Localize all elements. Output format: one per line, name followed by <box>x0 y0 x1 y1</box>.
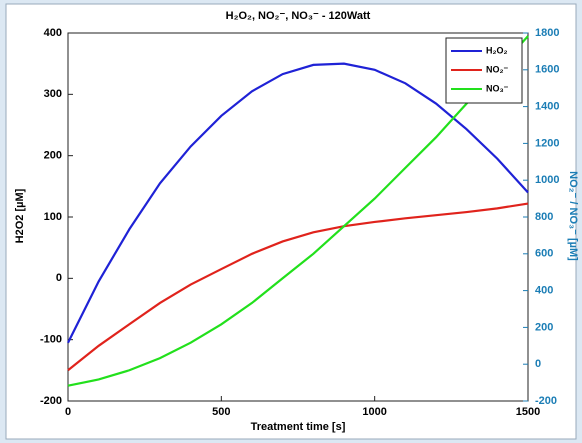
y2-tick-label: 400 <box>535 285 553 297</box>
chart-title: H₂O₂, NO₂⁻, NO₃⁻ - 120Watt <box>226 10 371 22</box>
legend-label: NO₂⁻ <box>486 64 508 74</box>
y2-axis-label: NO₂⁻ / NO₃⁻ [µM] <box>567 171 579 261</box>
y-tick-label: 400 <box>44 27 62 39</box>
y2-tick-label: 1400 <box>535 101 559 113</box>
y2-tick-label: 200 <box>535 321 553 333</box>
y2-tick-label: 0 <box>535 358 541 370</box>
y2-tick-label: 1200 <box>535 137 559 149</box>
legend-label: NO₃⁻ <box>486 83 509 93</box>
x-axis-label: Treatment time [s] <box>251 421 346 433</box>
y-axis-label: H2O2 [µM] <box>14 188 26 243</box>
line-series <box>67 202 529 372</box>
x-tick-label: 500 <box>212 406 230 418</box>
y2-tick-label: 1800 <box>535 27 559 39</box>
line-series <box>67 35 529 387</box>
y2-tick-label: 600 <box>535 248 553 260</box>
y-tick-label: 0 <box>56 272 62 284</box>
y2-tick-label: 1600 <box>535 64 559 76</box>
legend-label: H₂O₂ <box>486 45 508 55</box>
x-tick-label: 0 <box>65 406 71 418</box>
y-tick-label: 100 <box>44 211 62 223</box>
y2-tick-label: 1000 <box>535 174 559 186</box>
line-series <box>67 62 529 344</box>
y2-tick-label: 800 <box>535 211 553 223</box>
y-tick-label: -200 <box>40 395 62 407</box>
y2-tick-label: -200 <box>535 395 557 407</box>
x-tick-label: 1000 <box>362 406 386 418</box>
y-tick-label: 200 <box>44 150 62 162</box>
x-tick-label: 1500 <box>516 406 540 418</box>
y-tick-label: 300 <box>44 88 62 100</box>
y-tick-label: -100 <box>40 334 62 346</box>
